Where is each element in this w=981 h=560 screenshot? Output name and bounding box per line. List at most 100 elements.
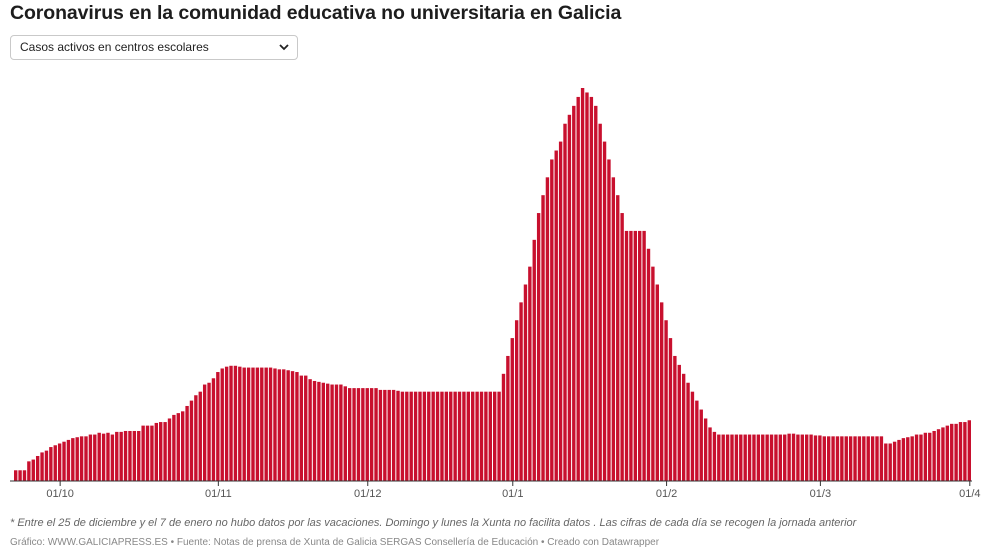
- bar[interactable]: [488, 391, 492, 481]
- bar[interactable]: [22, 470, 27, 481]
- bar[interactable]: [774, 434, 778, 481]
- bar[interactable]: [352, 388, 356, 481]
- bar[interactable]: [730, 434, 734, 481]
- bar[interactable]: [457, 391, 462, 481]
- bar[interactable]: [572, 105, 576, 482]
- footer-credit[interactable]: Creado con Datawrapper: [547, 537, 660, 548]
- bar[interactable]: [413, 391, 418, 481]
- bar[interactable]: [541, 195, 545, 481]
- bar[interactable]: [655, 284, 659, 482]
- bar[interactable]: [950, 423, 954, 481]
- bar[interactable]: [602, 141, 607, 481]
- bar[interactable]: [273, 368, 277, 481]
- bar[interactable]: [71, 438, 75, 481]
- bar[interactable]: [945, 425, 950, 481]
- bar[interactable]: [699, 409, 703, 481]
- bar[interactable]: [809, 434, 813, 481]
- bar[interactable]: [167, 418, 172, 481]
- bar[interactable]: [277, 369, 282, 481]
- bar[interactable]: [387, 389, 391, 481]
- bar[interactable]: [409, 391, 413, 481]
- bar[interactable]: [967, 420, 971, 481]
- bar[interactable]: [914, 434, 919, 481]
- bar[interactable]: [97, 432, 101, 481]
- bar[interactable]: [712, 431, 717, 482]
- bar[interactable]: [444, 391, 449, 481]
- bar[interactable]: [79, 436, 84, 481]
- bar[interactable]: [93, 434, 97, 481]
- bar[interactable]: [321, 382, 325, 481]
- bar[interactable]: [695, 400, 699, 481]
- bar[interactable]: [866, 436, 870, 481]
- bar[interactable]: [686, 382, 690, 481]
- bar[interactable]: [299, 375, 304, 481]
- bar[interactable]: [356, 388, 361, 481]
- bar[interactable]: [554, 150, 558, 481]
- bar[interactable]: [787, 433, 791, 481]
- bar[interactable]: [805, 434, 809, 481]
- bar[interactable]: [44, 450, 49, 481]
- bar[interactable]: [431, 391, 435, 481]
- bar[interactable]: [427, 391, 431, 481]
- bar[interactable]: [154, 422, 159, 481]
- bar[interactable]: [528, 266, 532, 481]
- bar[interactable]: [264, 367, 268, 481]
- bar[interactable]: [286, 370, 290, 481]
- bar[interactable]: [765, 434, 769, 481]
- bar[interactable]: [607, 159, 611, 481]
- bar[interactable]: [88, 434, 93, 481]
- bar[interactable]: [668, 338, 673, 481]
- bar[interactable]: [840, 436, 844, 481]
- bar[interactable]: [747, 434, 752, 481]
- bar[interactable]: [624, 230, 629, 481]
- bar[interactable]: [172, 414, 176, 481]
- bar[interactable]: [932, 430, 936, 481]
- bar[interactable]: [519, 302, 523, 481]
- bar[interactable]: [690, 391, 695, 481]
- bar[interactable]: [906, 437, 910, 481]
- bar[interactable]: [576, 96, 580, 482]
- bar[interactable]: [334, 384, 339, 481]
- bar[interactable]: [255, 367, 260, 481]
- bar[interactable]: [194, 395, 198, 481]
- bar[interactable]: [497, 391, 501, 481]
- bar[interactable]: [888, 443, 892, 481]
- bar[interactable]: [536, 213, 541, 482]
- bar[interactable]: [378, 389, 383, 481]
- bar[interactable]: [822, 436, 826, 481]
- bar[interactable]: [892, 441, 897, 481]
- bar[interactable]: [638, 230, 642, 481]
- bar[interactable]: [620, 213, 624, 482]
- bar[interactable]: [101, 433, 106, 481]
- bar[interactable]: [62, 441, 66, 481]
- bar[interactable]: [800, 434, 804, 481]
- bar[interactable]: [958, 422, 963, 481]
- bar[interactable]: [304, 375, 308, 481]
- bar[interactable]: [708, 427, 712, 481]
- bar[interactable]: [510, 338, 514, 481]
- bar[interactable]: [545, 177, 550, 481]
- bar[interactable]: [875, 436, 879, 481]
- bar[interactable]: [347, 388, 352, 481]
- bar[interactable]: [119, 431, 123, 482]
- bar[interactable]: [440, 391, 444, 481]
- bar[interactable]: [145, 425, 150, 481]
- bar[interactable]: [611, 177, 616, 481]
- bar[interactable]: [585, 92, 589, 481]
- bar[interactable]: [835, 436, 840, 481]
- bar[interactable]: [290, 371, 295, 481]
- bar[interactable]: [220, 368, 224, 481]
- bar[interactable]: [453, 391, 457, 481]
- bar[interactable]: [532, 239, 536, 481]
- footer-source-name[interactable]: WWW.GALICIAPRESS.ES: [47, 537, 168, 548]
- bar[interactable]: [326, 383, 330, 481]
- bar[interactable]: [853, 436, 857, 481]
- bar[interactable]: [484, 391, 488, 481]
- bar[interactable]: [207, 382, 211, 481]
- bar[interactable]: [479, 391, 484, 481]
- bar[interactable]: [383, 389, 387, 481]
- bar[interactable]: [268, 367, 273, 481]
- bar[interactable]: [475, 391, 479, 481]
- bar[interactable]: [523, 284, 528, 482]
- footer-source-text[interactable]: Notas de prensa de Xunta de Galicia SERG…: [213, 537, 539, 548]
